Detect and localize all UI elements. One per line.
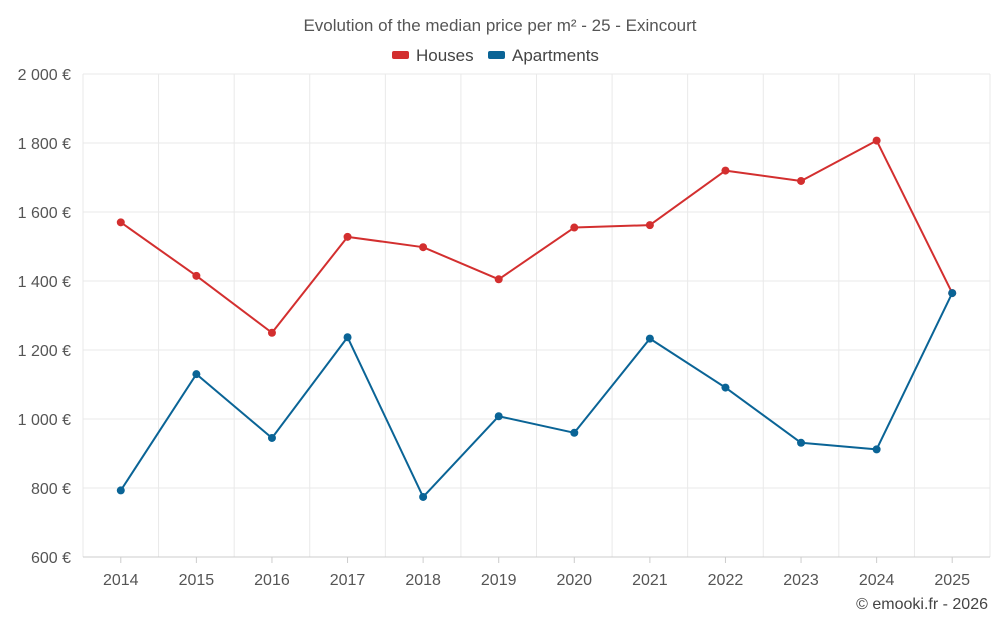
houses-point[interactable] <box>419 243 428 252</box>
x-tick-label: 2025 <box>934 572 970 589</box>
apartments-point[interactable] <box>872 445 881 454</box>
houses-point[interactable] <box>494 275 503 284</box>
apartments-point[interactable] <box>267 433 276 442</box>
series-group <box>116 136 957 501</box>
apartments-point[interactable] <box>343 333 352 342</box>
houses-line <box>120 139 954 334</box>
legend-item-houses[interactable]: Houses <box>392 46 474 65</box>
apartments-point[interactable] <box>116 486 125 495</box>
houses-point[interactable] <box>721 166 730 175</box>
apartments-point[interactable] <box>494 412 503 421</box>
y-tick-label: 1 000 € <box>18 412 71 429</box>
apartments-point[interactable] <box>570 428 579 437</box>
x-tick-label: 2024 <box>859 572 895 589</box>
x-tick-label: 2015 <box>179 572 215 589</box>
y-axis: 600 € 800 € 1 000 € 1 200 € 1 400 € 1 600 € 1 … <box>18 67 71 567</box>
x-tick-label: 2017 <box>330 572 366 589</box>
houses-point[interactable] <box>570 223 579 232</box>
y-tick-label: 800 € <box>31 481 71 498</box>
x-tick-label: 2023 <box>783 572 819 589</box>
legend-item-apartments[interactable]: Apartments <box>488 46 599 65</box>
grid <box>82 73 991 558</box>
y-tick-label: 1 400 € <box>18 274 71 291</box>
apartments-point[interactable] <box>797 438 806 447</box>
legend-swatch <box>488 51 505 59</box>
y-tick-label: 1 600 € <box>18 205 71 222</box>
credit-text: © emooki.fr - 2026 <box>856 596 988 613</box>
y-tick-label: 600 € <box>31 550 71 567</box>
x-tick-label: 2020 <box>556 572 592 589</box>
x-tick-label: 2016 <box>254 572 290 589</box>
houses-point[interactable] <box>267 328 276 337</box>
legend-swatch <box>392 51 409 59</box>
x-tick-label: 2021 <box>632 572 668 589</box>
apartments-point[interactable] <box>721 383 730 392</box>
houses-point[interactable] <box>797 176 806 185</box>
apartments-point[interactable] <box>192 370 201 379</box>
houses-point[interactable] <box>343 232 352 241</box>
y-tick-label: 1 200 € <box>18 343 71 360</box>
legend-label: Houses <box>416 46 474 65</box>
x-tick-label: 2014 <box>103 572 139 589</box>
legend: Houses Apartments <box>392 46 599 65</box>
apartments-line <box>119 292 954 498</box>
chart-title: Evolution of the median price per m² - 2… <box>303 16 696 35</box>
apartments-point[interactable] <box>948 289 957 298</box>
y-tick-label: 1 800 € <box>18 136 71 153</box>
houses-point[interactable] <box>116 218 125 227</box>
x-tick-label: 2019 <box>481 572 517 589</box>
houses-point[interactable] <box>192 271 201 280</box>
houses-point[interactable] <box>872 136 881 145</box>
houses-point[interactable] <box>645 221 654 230</box>
y-tick-label: 2 000 € <box>18 67 71 84</box>
x-tick-label: 2022 <box>708 572 744 589</box>
apartments-point[interactable] <box>419 492 428 501</box>
apartments-point[interactable] <box>645 334 654 343</box>
legend-label: Apartments <box>512 46 599 65</box>
x-tick-label: 2018 <box>405 572 441 589</box>
x-axis: 2014 2015 2016 2017 2018 2019 2020 2021 2022 2023… <box>103 557 970 589</box>
